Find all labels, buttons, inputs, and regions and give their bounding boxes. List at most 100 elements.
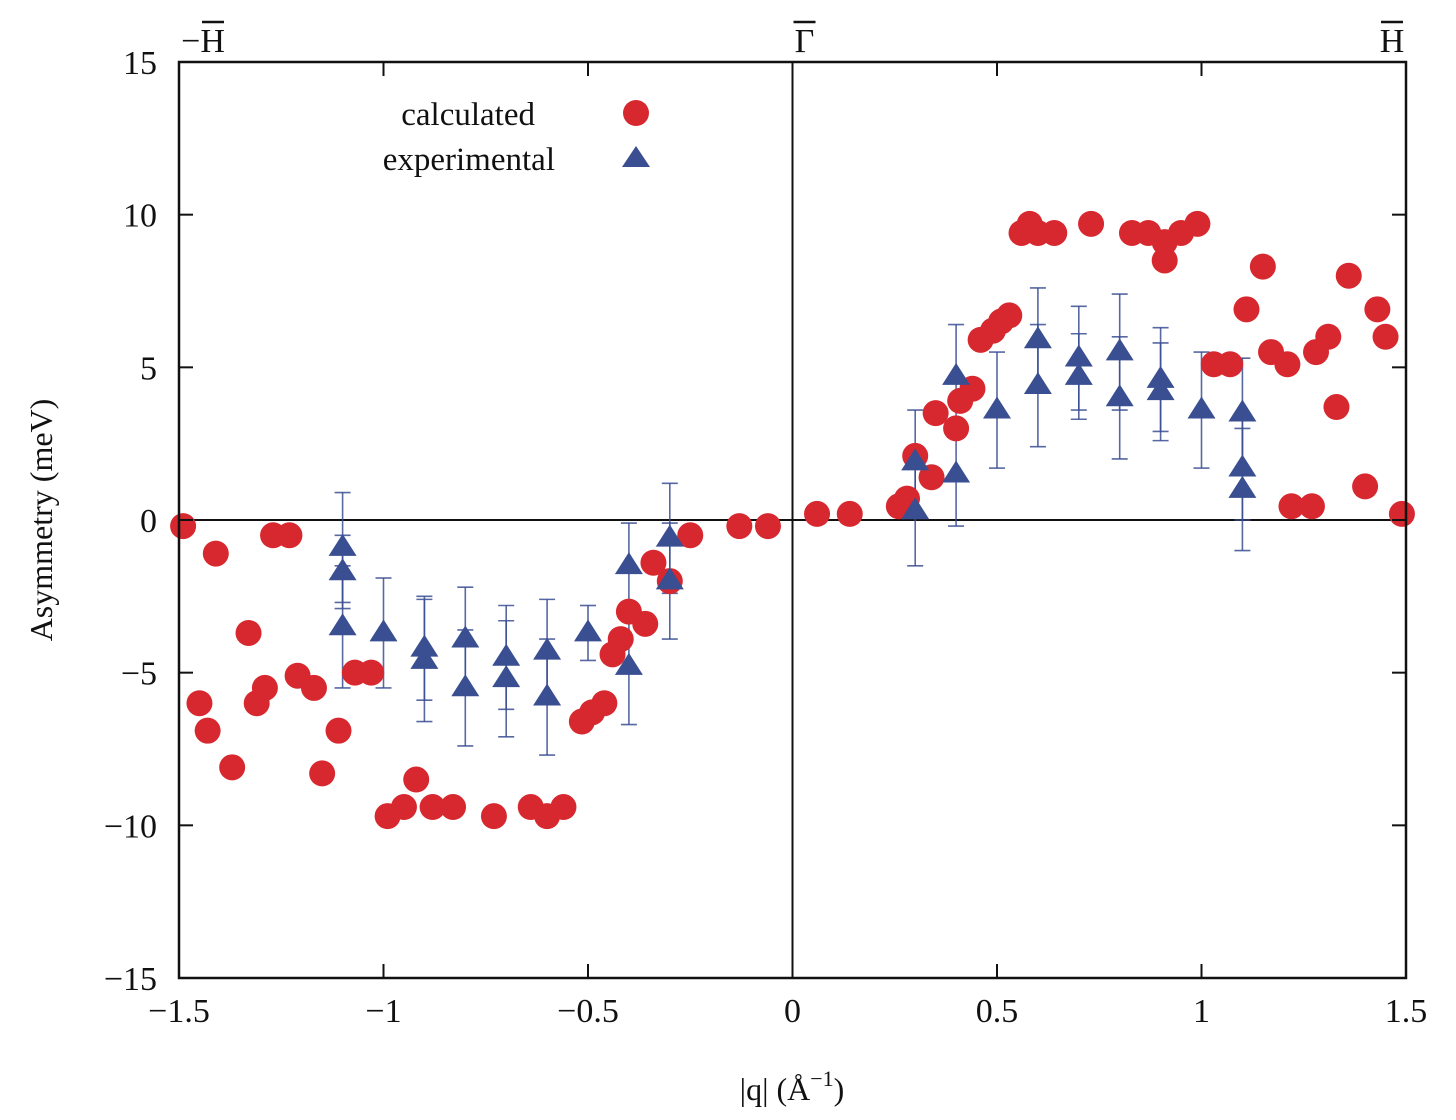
calculated-point bbox=[1184, 210, 1211, 237]
experimental-point bbox=[901, 497, 930, 520]
calculated-point bbox=[1151, 247, 1178, 274]
y-tick-label: −10 bbox=[104, 808, 157, 845]
calculated-point bbox=[300, 674, 327, 701]
calculated-point bbox=[607, 626, 634, 653]
x-tick-label: 1.5 bbox=[1385, 993, 1428, 1030]
experimental-point bbox=[1228, 475, 1257, 498]
symmetry-point-label: −H bbox=[181, 20, 225, 60]
y-tick-label: 5 bbox=[140, 350, 157, 387]
experimental-point bbox=[655, 567, 684, 590]
experimental-point bbox=[1105, 384, 1134, 407]
calculated-point bbox=[1298, 493, 1325, 520]
x-tick-label: 1 bbox=[1193, 993, 1210, 1030]
x-tick-label: −1.5 bbox=[148, 993, 210, 1030]
experimental-point bbox=[942, 362, 971, 385]
calculated-point bbox=[309, 760, 336, 787]
calculated-point bbox=[591, 690, 618, 717]
calculated-point bbox=[754, 513, 781, 540]
calculated-point bbox=[194, 717, 221, 744]
experimental-point bbox=[328, 558, 357, 581]
experimental-point bbox=[574, 619, 602, 642]
calculated-point bbox=[419, 794, 446, 821]
calculated-point bbox=[403, 766, 430, 793]
calculated-point bbox=[640, 549, 667, 576]
calculated-point bbox=[235, 619, 262, 646]
legend: calculated experimental bbox=[383, 97, 650, 178]
symmetry-point-label: H bbox=[1380, 20, 1405, 60]
calculated-point bbox=[1335, 262, 1362, 289]
x-tick-labels: −1.5 −1 −0.5 0 0.5 1 1.5 bbox=[148, 993, 1427, 1030]
experimental-point bbox=[614, 552, 643, 575]
calculated-point bbox=[1233, 296, 1260, 323]
experimental-point bbox=[533, 637, 562, 660]
experimental-point bbox=[451, 625, 480, 648]
calculated-point bbox=[251, 674, 278, 701]
symmetry-point-text: H bbox=[1380, 23, 1405, 60]
experimental-point bbox=[1064, 362, 1093, 385]
calculated-point bbox=[1274, 351, 1301, 378]
calculated-point bbox=[186, 690, 213, 717]
experimental-point bbox=[655, 524, 684, 547]
calculated-point bbox=[1352, 473, 1379, 500]
calculated-point bbox=[922, 400, 949, 427]
symmetry-point-label: Γ bbox=[793, 20, 816, 60]
calculated-point bbox=[804, 500, 831, 527]
x-axis-title: |q| (Å−1) bbox=[740, 1066, 845, 1107]
calculated-point bbox=[836, 500, 863, 527]
calculated-point bbox=[1278, 493, 1305, 520]
symmetry-symbol: H bbox=[1380, 23, 1405, 60]
calculated-point bbox=[996, 302, 1023, 329]
x-tick-label: 0 bbox=[784, 993, 801, 1030]
y-tick-label: −15 bbox=[104, 961, 157, 998]
calculated-point bbox=[1364, 296, 1391, 323]
legend-marker-experimental bbox=[622, 146, 650, 167]
calculated-point bbox=[390, 794, 417, 821]
y-tick-label: 10 bbox=[123, 198, 157, 235]
y-tick-label: 0 bbox=[140, 503, 157, 540]
calculated-point bbox=[1249, 253, 1276, 280]
x-tick-label: −1 bbox=[365, 993, 401, 1030]
experimental-point bbox=[1064, 344, 1093, 367]
y-tick-labels: −15 −10 −5 0 5 10 15 bbox=[104, 45, 157, 998]
calculated-point bbox=[440, 794, 467, 821]
calculated-point bbox=[726, 513, 753, 540]
calculated-point bbox=[480, 803, 507, 830]
calculated-point bbox=[219, 754, 246, 781]
experimental-point bbox=[492, 643, 521, 666]
calculated-point bbox=[632, 610, 659, 637]
calculated-point bbox=[276, 522, 303, 549]
experimental-point bbox=[614, 652, 643, 675]
calculated-point bbox=[677, 522, 704, 549]
experimental-point bbox=[410, 646, 439, 669]
top-symmetry-labels: −H Γ H bbox=[181, 20, 1405, 60]
calculated-point bbox=[1315, 323, 1342, 350]
experimental-point bbox=[1146, 365, 1175, 388]
experimental-point bbox=[1146, 378, 1175, 401]
experimental-point bbox=[1228, 399, 1257, 422]
experimental-point bbox=[1228, 454, 1257, 477]
calculated-point bbox=[1041, 219, 1068, 246]
x-tick-label: 0.5 bbox=[976, 993, 1019, 1030]
calculated-point bbox=[943, 415, 970, 442]
symmetry-point-text: Γ bbox=[795, 23, 815, 60]
experimental-point bbox=[942, 460, 971, 483]
calculated-series bbox=[170, 210, 1415, 830]
experimental-point bbox=[328, 533, 357, 556]
experimental-point bbox=[410, 634, 439, 657]
legend-label-calculated: calculated bbox=[401, 97, 535, 133]
experimental-point bbox=[901, 448, 930, 471]
experimental-point bbox=[492, 665, 521, 688]
experimental-point bbox=[1105, 338, 1134, 361]
calculated-point bbox=[170, 513, 197, 540]
calculated-point bbox=[358, 659, 385, 686]
experimental-point bbox=[1023, 326, 1052, 349]
legend-marker-calculated bbox=[623, 100, 649, 126]
experimental-point bbox=[983, 396, 1011, 419]
calculated-point bbox=[1323, 394, 1350, 421]
symmetry-symbol: H bbox=[200, 23, 225, 60]
symmetry-symbol: Γ bbox=[795, 23, 815, 60]
y-tick-label: 15 bbox=[123, 45, 157, 82]
calculated-point bbox=[202, 540, 229, 567]
calculated-point bbox=[918, 464, 945, 491]
